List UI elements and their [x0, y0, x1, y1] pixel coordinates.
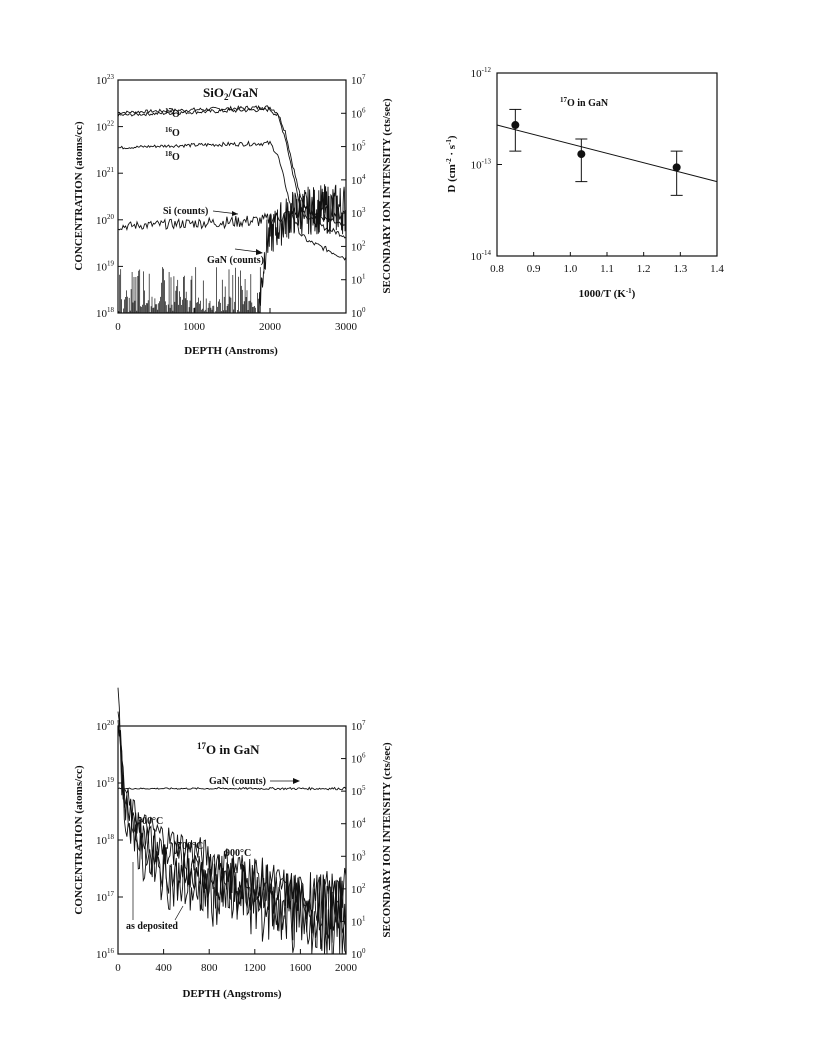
chart-title: 17O in GaN	[560, 96, 609, 109]
y-tick-label: 10-14	[471, 249, 492, 263]
x-tick-label: 3000	[335, 321, 358, 333]
y-axis-label: D (cm-2 · s-1)	[445, 135, 458, 193]
x-axis-label: 1000/T (K-1)	[579, 287, 636, 300]
x-tick-label: 1.1	[600, 263, 614, 275]
series-baseline-noise	[118, 267, 261, 313]
label-gan-counts: GaN (counts)	[207, 255, 264, 266]
y-axis-label: CONCENTRATION (atoms/cc)	[73, 121, 85, 271]
x-tick-label: 2000	[335, 962, 358, 974]
y-axis-label: CONCENTRATION (atoms/cc)	[73, 765, 85, 915]
x-tick-label: 1.4	[710, 263, 724, 275]
label-16o: 16O	[165, 126, 180, 139]
y-tick-label: 10-12	[471, 66, 492, 80]
label-900c: 900°C	[225, 848, 251, 859]
x-tick-label: 0.9	[527, 263, 541, 275]
gan-arrow-head	[256, 249, 263, 255]
y2-tick-label: 105	[351, 140, 366, 154]
y-tick-label: 1019	[96, 776, 115, 790]
series-line-18o	[117, 140, 347, 261]
x-tick-label: 1.0	[563, 263, 577, 275]
y2-tick-label: 100	[351, 947, 366, 961]
chart-o17-in-gan: 0 400 800 1200 1600 2000 1016 1017 1018 1019 1020…	[73, 687, 393, 1000]
x-tick-label: 800	[201, 962, 218, 974]
label-500c: 500°C	[137, 816, 163, 827]
label-as-deposited: as deposited	[126, 921, 178, 932]
x-tick-label: 2000	[259, 321, 282, 333]
y2-axis-label: SECONDARY ION INTENSITY (cts/sec)	[381, 742, 393, 938]
data-point	[511, 121, 520, 130]
label-gan-counts: GaN (counts)	[209, 776, 266, 787]
y-tick-label: 1016	[96, 947, 115, 961]
y-tick-label: 10-13	[471, 158, 492, 172]
y-tick-label: 1022	[96, 120, 115, 134]
series-line-500-c	[117, 728, 347, 955]
y2-tick-label: 101	[351, 914, 366, 928]
y-tick-label: 1023	[96, 73, 115, 87]
y2-tick-label: 106	[351, 106, 366, 120]
x-tick-label: 1000	[183, 321, 206, 333]
y-tick-label: 1018	[96, 306, 115, 320]
y2-tick-label: 103	[351, 206, 366, 220]
x-axis-label: DEPTH (Anstroms)	[184, 345, 278, 357]
y-tick-label: 1018	[96, 833, 115, 847]
as-deposited-pointer-2	[174, 905, 184, 921]
chart-diffusivity: 0.8 0.9 1.0 1.1 1.2 1.3 1.4 10-14 10-13 10-12 17…	[445, 66, 724, 300]
x-tick-label: 0	[115, 962, 121, 974]
y-tick-label: 1019	[96, 259, 115, 273]
label-18o: 18O	[165, 150, 180, 163]
gan-arrow	[234, 248, 259, 253]
x-tick-label: 1.3	[673, 263, 687, 275]
gan-arrow-head	[293, 778, 300, 784]
x-tick-label: 1.2	[637, 263, 651, 275]
x-tick-label: 0.8	[490, 263, 504, 275]
series-line-gan-counts-	[258, 184, 347, 314]
y2-tick-label: 104	[351, 817, 366, 831]
y2-tick-label: 101	[351, 273, 366, 287]
y-tick-label: 1020	[96, 719, 115, 733]
y-tick-label: 1020	[96, 213, 115, 227]
si-arrow-head	[232, 211, 238, 216]
y-tick-label: 1021	[96, 166, 115, 180]
x-tick-label: 1600	[289, 962, 312, 974]
label-700c: 700°C	[177, 841, 203, 852]
y2-tick-label: 103	[351, 849, 366, 863]
chart-title: SiO2/GaN	[203, 85, 259, 102]
series-line-gan-counts-	[117, 786, 347, 791]
y2-tick-label: 102	[351, 239, 366, 253]
y2-tick-label: 102	[351, 882, 366, 896]
y2-tick-label: 100	[351, 306, 366, 320]
y2-tick-label: 107	[351, 719, 366, 733]
fit-line	[496, 124, 718, 183]
series-line-as-deposited	[117, 687, 347, 955]
y2-tick-label: 107	[351, 73, 366, 87]
label-17o: 17O	[165, 107, 180, 120]
x-tick-label: 400	[155, 962, 172, 974]
chart-sio2-gan: 0 1000 2000 3000 1018 1019 1020 1021 1022 1023 1…	[73, 73, 393, 357]
data-point	[577, 150, 586, 159]
data-point	[672, 163, 681, 172]
y2-tick-label: 104	[351, 173, 366, 187]
y2-axis-label: SECONDARY ION INTENSITY (cts/sec)	[381, 98, 393, 294]
x-axis-label: DEPTH (Angstroms)	[182, 988, 281, 1000]
y2-tick-label: 105	[351, 784, 366, 798]
x-tick-label: 0	[115, 321, 121, 333]
x-tick-label: 1200	[244, 962, 267, 974]
y-tick-label: 1017	[96, 890, 115, 904]
y2-tick-label: 106	[351, 752, 366, 766]
chart-title: 17O in GaN	[197, 741, 260, 757]
label-si-counts: Si (counts)	[163, 206, 208, 217]
